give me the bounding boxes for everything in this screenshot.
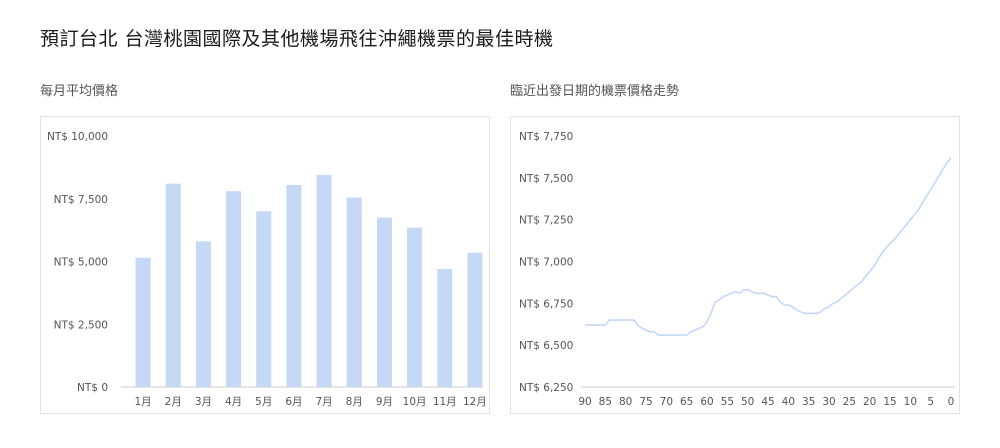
monthly-price-bar-chart: NT$ 0 NT$ 2,500 NT$ 5,000 NT$ 7,500 NT$ 10,0… — [47, 131, 487, 408]
y-tick-label: NT$ 5,000 — [54, 257, 108, 269]
bar-7月[interactable] — [316, 174, 332, 387]
x-tick-label: 3月 — [195, 396, 212, 408]
bar-2月[interactable] — [165, 183, 181, 387]
x-tick-label: 8月 — [346, 396, 363, 408]
x-tick-label: 5月 — [255, 396, 272, 408]
x-tick-label: 80 — [619, 396, 632, 408]
y-tick-label: NT$ 0 — [77, 382, 108, 394]
bar-10月[interactable] — [407, 227, 423, 387]
x-tick-label: 30 — [822, 396, 835, 408]
trend-chart-title: 臨近出發日期的機票價格走勢 — [510, 84, 680, 99]
bar-1月[interactable] — [135, 257, 151, 387]
y-tick-label: NT$ 6,750 — [519, 298, 573, 310]
x-tick-label: 65 — [680, 396, 693, 408]
x-tick-label: 45 — [761, 396, 774, 408]
y-tick-label: NT$ 2,500 — [54, 319, 108, 331]
bar-3月[interactable] — [195, 241, 211, 387]
x-tick-label: 9月 — [376, 396, 393, 408]
x-tick-label: 85 — [599, 396, 612, 408]
x-tick-label: 6月 — [285, 396, 302, 408]
x-tick-label: 55 — [721, 396, 734, 408]
price-trend-line-chart: NT$ 6,250 NT$ 6,500 NT$ 6,750 NT$ 7,000 NT$ … — [519, 131, 955, 408]
monthly-chart-title: 每月平均價格 — [40, 84, 119, 99]
x-tick-label: 15 — [883, 396, 896, 408]
y-tick-label: NT$ 6,250 — [519, 382, 573, 394]
price-trend-chart-panel: NT$ 6,250 NT$ 6,500 NT$ 6,750 NT$ 7,000 NT$ … — [510, 116, 960, 414]
x-tick-label: 70 — [660, 396, 673, 408]
y-tick-label: NT$ 7,750 — [519, 131, 573, 143]
x-tick-label: 7月 — [315, 396, 332, 408]
bar-4月[interactable] — [226, 191, 242, 387]
x-tick-label: 4月 — [225, 396, 242, 408]
bar-8月[interactable] — [346, 197, 362, 387]
x-tick-label: 60 — [700, 396, 713, 408]
x-tick-label: 25 — [843, 396, 856, 408]
x-tick-label: 75 — [639, 396, 652, 408]
x-tick-label: 90 — [578, 396, 591, 408]
x-tick-label: 10 — [904, 396, 917, 408]
y-tick-label: NT$ 7,500 — [519, 173, 573, 185]
x-tick-label: 12月 — [463, 396, 487, 408]
page-title: 預訂台北 台灣桃園國際及其他機場飛往沖繩機票的最佳時機 — [40, 28, 554, 50]
x-tick-label: 35 — [802, 396, 815, 408]
x-tick-label: 10月 — [403, 396, 427, 408]
monthly-price-chart-panel: NT$ 0 NT$ 2,500 NT$ 5,000 NT$ 7,500 NT$ 10,0… — [40, 116, 490, 414]
y-tick-label: NT$ 6,500 — [519, 340, 573, 352]
x-tick-label: 1月 — [134, 396, 151, 408]
x-tick-label: 5 — [927, 396, 934, 408]
x-tick-label: 50 — [741, 396, 754, 408]
price-trend-line[interactable] — [585, 157, 952, 336]
bar-5月[interactable] — [256, 211, 272, 387]
bar-11月[interactable] — [437, 269, 453, 387]
y-tick-label: NT$ 10,000 — [47, 131, 108, 143]
x-tick-label: 40 — [782, 396, 795, 408]
bar-9月[interactable] — [376, 217, 392, 387]
x-tick-label: 20 — [863, 396, 876, 408]
y-tick-label: NT$ 7,250 — [519, 215, 573, 227]
x-tick-label: 0 — [948, 396, 955, 408]
x-tick-label: 11月 — [433, 396, 457, 408]
y-tick-label: NT$ 7,500 — [54, 194, 108, 206]
x-tick-label: 2月 — [165, 396, 182, 408]
bar-12月[interactable] — [467, 252, 483, 387]
bar-6月[interactable] — [286, 184, 302, 387]
y-tick-label: NT$ 7,000 — [519, 257, 573, 269]
